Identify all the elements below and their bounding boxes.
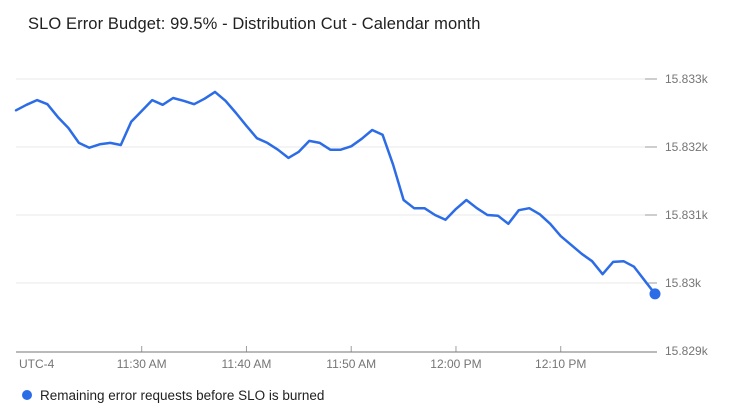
- y-tick-label: 15.83k: [665, 276, 702, 290]
- legend-series-dot-icon: [22, 390, 32, 400]
- y-tick-label: 15.833k: [665, 72, 708, 86]
- series-line[interactable]: [14, 90, 657, 296]
- x-tick-label: 11:50 AM: [326, 357, 377, 371]
- chart-legend[interactable]: Remaining error requests before SLO is b…: [22, 386, 324, 404]
- x-tick-label: 11:40 AM: [221, 357, 272, 371]
- x-tick-label: 12:10 PM: [535, 357, 587, 371]
- legend-series-label: Remaining error requests before SLO is b…: [40, 387, 325, 403]
- y-tick-label: 15.829k: [665, 344, 708, 358]
- y-tick-label: 15.832k: [665, 140, 708, 154]
- series-end-point-marker[interactable]: [649, 288, 661, 300]
- y-tick-label: 15.831k: [665, 208, 708, 222]
- x-tick-label: 11:30 AM: [116, 357, 167, 371]
- x-tick-label: 12:00 PM: [430, 357, 482, 371]
- chart-title: SLO Error Budget: 99.5% - Distribution C…: [28, 15, 481, 33]
- x-axis-timezone-label: UTC-4: [19, 357, 55, 371]
